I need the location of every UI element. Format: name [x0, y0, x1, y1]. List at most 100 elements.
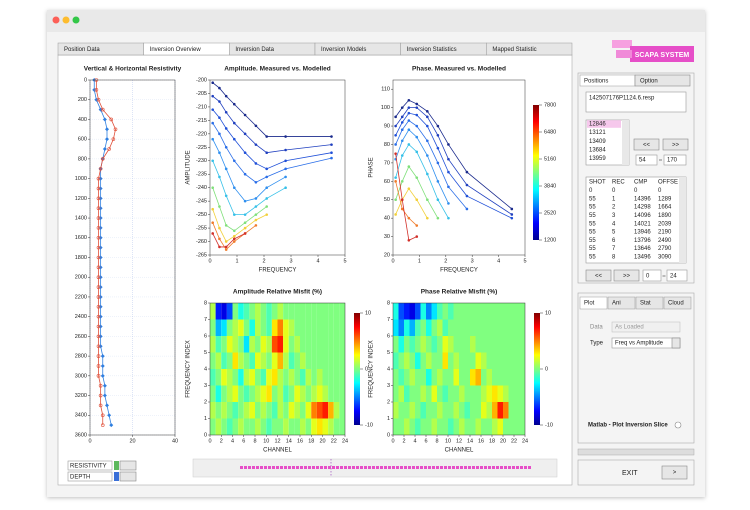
heat-cell — [260, 402, 267, 419]
exit-button[interactable] — [661, 465, 688, 480]
x-axis-label: FREQUENCY — [259, 268, 297, 274]
input[interactable] — [663, 154, 687, 166]
depth-label: DEPTH — [70, 475, 90, 481]
table-cell[interactable]: 13496 — [634, 254, 651, 260]
table-cell[interactable]: 8 — [612, 254, 616, 260]
y-tick-label: -255 — [196, 226, 207, 232]
input[interactable] — [666, 269, 688, 282]
heat-cell — [475, 385, 481, 402]
table-cell[interactable]: 14396 — [634, 196, 651, 202]
data-dropdown[interactable] — [611, 321, 681, 333]
table-cell[interactable]: 55 — [589, 254, 596, 260]
radio-button[interactable] — [674, 421, 682, 429]
table-cell[interactable]: 2490 — [658, 238, 672, 244]
table-cell[interactable]: 13946 — [634, 230, 651, 236]
table-cell[interactable]: 1890 — [658, 213, 672, 219]
depth-option[interactable] — [119, 471, 137, 482]
tab[interactable] — [607, 296, 636, 310]
list-item[interactable]: 13121 — [589, 130, 606, 136]
position-table[interactable] — [585, 176, 687, 264]
table-cell[interactable]: 13796 — [634, 238, 651, 244]
table-cell[interactable]: 1664 — [658, 205, 672, 211]
button[interactable] — [585, 269, 612, 282]
heat-cell — [475, 336, 481, 353]
table-cell[interactable]: 5 — [612, 230, 616, 236]
list-item[interactable]: 13684 — [589, 147, 606, 153]
table-cell[interactable]: 14298 — [634, 205, 651, 211]
table-cell[interactable]: 14021 — [634, 221, 651, 227]
button[interactable] — [633, 138, 660, 151]
table-cell[interactable]: 55 — [589, 238, 596, 244]
table-cell[interactable]: 55 — [589, 205, 596, 211]
marker — [96, 216, 101, 220]
table-cell[interactable]: 0 — [658, 188, 662, 194]
close-button[interactable] — [52, 16, 60, 24]
table-cell[interactable]: 2790 — [658, 246, 672, 252]
marker — [96, 295, 101, 299]
minimize-button[interactable] — [62, 16, 70, 24]
scrollbar[interactable] — [679, 177, 686, 263]
table-cell[interactable]: 3 — [612, 213, 616, 219]
tab[interactable] — [579, 296, 608, 310]
colorbar-label: -10 — [365, 422, 373, 428]
tab[interactable] — [486, 42, 573, 56]
plot-panel — [577, 292, 695, 444]
scrollbar[interactable] — [622, 120, 629, 165]
marker — [265, 135, 269, 138]
table-cell[interactable]: 2190 — [658, 230, 672, 236]
list-item[interactable]: 13409 — [589, 139, 606, 145]
heat-cell — [255, 303, 261, 320]
resistivity-field[interactable] — [67, 460, 113, 471]
table-cell[interactable]: 1289 — [658, 196, 672, 202]
table-cell[interactable]: 55 — [589, 213, 596, 219]
heat-cell — [226, 385, 233, 402]
resistivity-option[interactable] — [119, 460, 137, 471]
heat-cell — [497, 319, 503, 336]
marker — [107, 413, 112, 418]
heat-cell — [232, 352, 239, 369]
table-cell[interactable]: 6 — [612, 238, 616, 244]
table-cell[interactable]: 0 — [634, 188, 638, 194]
input[interactable] — [642, 269, 662, 282]
resistivity-label: RESISTIVITY — [70, 464, 107, 470]
list-item[interactable]: 12846 — [589, 122, 606, 128]
table-cell[interactable]: 0 — [589, 188, 593, 194]
heat-cell — [404, 418, 410, 435]
x-tick-label: 22 — [511, 438, 517, 444]
resistivity-swatch[interactable] — [114, 461, 119, 470]
y-tick-label: -245 — [196, 199, 207, 205]
table-cell[interactable]: 55 — [589, 230, 596, 236]
list-item[interactable]: 13959 — [589, 156, 606, 162]
table-cell[interactable]: 14096 — [634, 213, 651, 219]
zoom-button[interactable] — [72, 16, 80, 24]
slider-tick — [408, 466, 411, 469]
table-cell[interactable]: 55 — [589, 246, 596, 252]
tab[interactable] — [663, 296, 692, 310]
button[interactable] — [613, 269, 640, 282]
table-cell[interactable]: 13646 — [634, 246, 651, 252]
dropdown-arrow[interactable] — [671, 337, 681, 349]
table-cell[interactable]: 1 — [612, 196, 616, 202]
table-cell[interactable]: 2 — [612, 205, 616, 211]
marker — [233, 213, 236, 216]
tab[interactable] — [635, 296, 664, 310]
heat-cell — [464, 369, 470, 386]
table-cell[interactable]: 55 — [589, 196, 596, 202]
heat-cell — [448, 369, 454, 386]
table-cell[interactable]: 3090 — [658, 254, 672, 260]
depth-field[interactable] — [67, 471, 113, 482]
slider-tick — [256, 466, 259, 469]
depth-swatch[interactable] — [114, 472, 119, 481]
x-tick-label: 5 — [523, 258, 526, 264]
slider-tick — [260, 466, 263, 469]
table-cell[interactable]: 2039 — [658, 221, 672, 227]
input[interactable] — [635, 154, 658, 166]
table-cell[interactable]: 7 — [612, 246, 616, 252]
table-cell[interactable]: 4 — [612, 221, 616, 227]
table-cell[interactable]: 0 — [612, 188, 616, 194]
marker — [510, 213, 514, 216]
tab[interactable] — [634, 74, 691, 87]
button[interactable] — [662, 138, 689, 151]
selected-row[interactable] — [587, 120, 621, 128]
table-cell[interactable]: 55 — [589, 221, 596, 227]
